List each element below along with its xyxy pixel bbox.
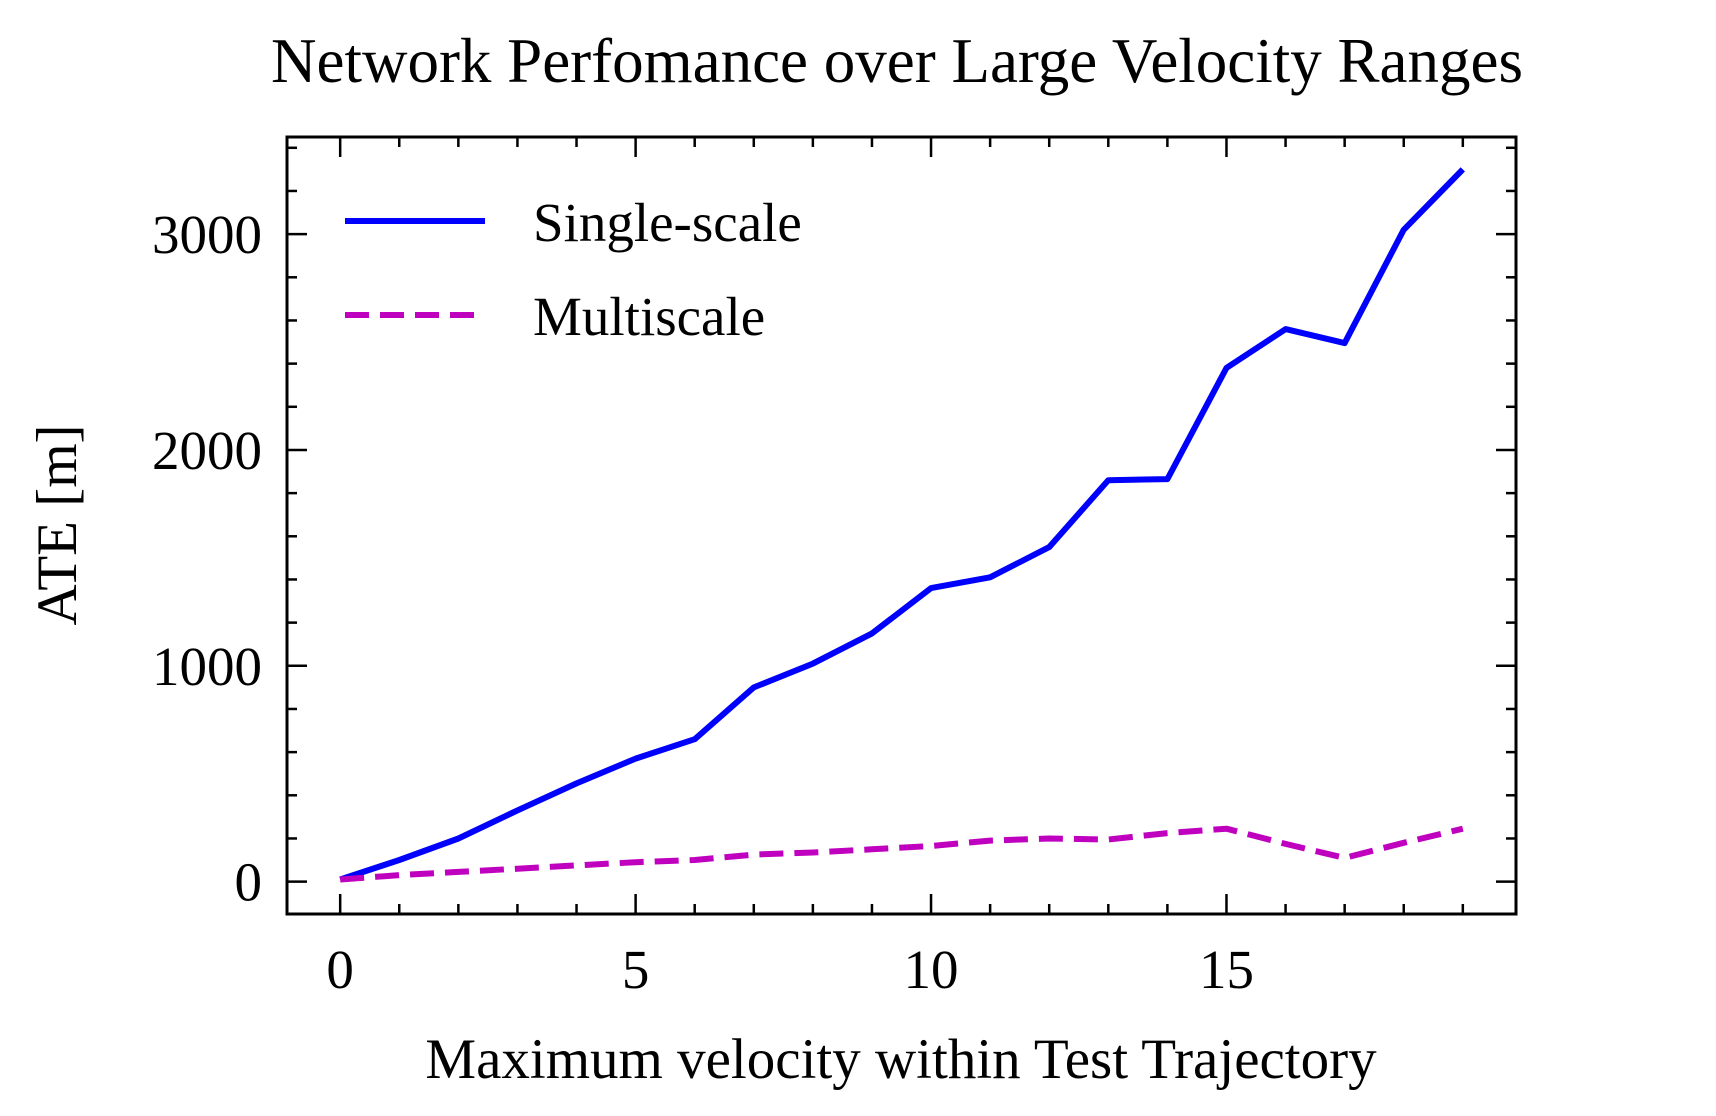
x-tick-label: 10 [904, 939, 959, 1000]
y-tick-label: 3000 [152, 204, 262, 265]
x-tick-label: 5 [622, 939, 650, 1000]
y-tick-label: 2000 [152, 420, 262, 481]
legend-label-multiscale: Multiscale [533, 286, 765, 347]
series-line-single-scale [339, 167, 1465, 883]
y-tick-label: 0 [235, 852, 263, 913]
series-line-multiscale [339, 825, 1464, 883]
chart-title: Network Perfomance over Large Velocity R… [271, 26, 1523, 96]
y-axis-label: ATE [m] [26, 424, 89, 625]
tick-labels: 0 5 10 15 0 1000 2000 3000 [152, 204, 1254, 1000]
plot-area [339, 167, 1465, 883]
x-tick-label: 0 [326, 939, 354, 1000]
plot-frame [285, 135, 1518, 916]
ticks-layer [287, 137, 1516, 914]
legend-label-single-scale: Single-scale [533, 192, 802, 253]
x-tick-label: 15 [1199, 939, 1254, 1000]
legend: Single-scale Multiscale [345, 192, 802, 347]
series-layer [339, 167, 1465, 883]
x-axis-label: Maximum velocity within Test Trajectory [425, 1028, 1377, 1091]
y-tick-label: 1000 [152, 636, 262, 697]
